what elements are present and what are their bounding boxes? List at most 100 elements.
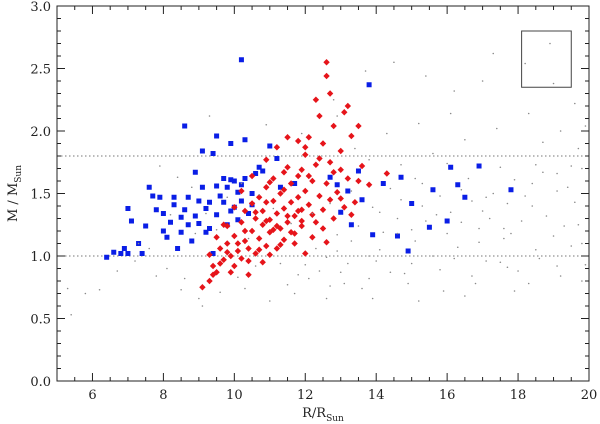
point-square	[160, 211, 166, 216]
point-square	[260, 168, 266, 174]
point-diamond	[252, 215, 259, 222]
point-square	[277, 184, 283, 190]
point-diamond	[241, 237, 249, 245]
point-diamond	[224, 249, 231, 256]
point-dot	[368, 255, 370, 257]
point-dot	[510, 232, 512, 235]
point-diamond	[263, 184, 270, 191]
point-dot	[488, 217, 491, 220]
point-diamond	[231, 262, 238, 270]
x-tick-label: 18	[510, 388, 527, 403]
point-dot	[375, 260, 378, 262]
axis-titles: R/RSun M / MSun	[6, 165, 344, 424]
point-diamond	[266, 251, 273, 258]
point-square	[171, 194, 177, 200]
point-square	[345, 188, 351, 194]
point-dot	[446, 232, 448, 235]
y-tick-label: 2.5	[30, 63, 51, 78]
point-dot	[449, 211, 452, 214]
y-tick-label: 1.0	[30, 250, 51, 265]
point-diamond	[263, 199, 270, 206]
point-square	[426, 224, 432, 230]
point-square	[182, 207, 188, 213]
point-diamond	[284, 219, 291, 226]
point-dot	[527, 112, 530, 115]
point-dot	[432, 255, 434, 257]
point-diamond	[209, 262, 217, 270]
point-diamond	[319, 206, 327, 213]
point-diamond	[341, 109, 348, 116]
point-dot	[70, 313, 72, 316]
point-square	[203, 229, 209, 235]
point-diamond	[305, 201, 313, 208]
point-dot	[499, 166, 502, 169]
point-square	[409, 201, 415, 206]
point-dot	[308, 277, 310, 280]
point-diamond	[309, 211, 316, 218]
point-dot	[176, 176, 179, 179]
point-diamond	[273, 210, 281, 217]
point-square	[231, 178, 237, 184]
point-dot	[414, 177, 417, 180]
point-dot	[329, 285, 331, 287]
point-diamond	[245, 257, 252, 265]
point-square	[203, 206, 209, 211]
point-dot	[524, 195, 526, 197]
point-diamond	[216, 245, 224, 252]
point-dot	[269, 300, 271, 302]
x-tick-label: 8	[159, 388, 167, 403]
point-diamond	[224, 222, 231, 230]
point-diamond	[273, 222, 281, 230]
point-diamond	[248, 200, 256, 207]
point-dot	[581, 242, 583, 245]
point-diamond	[355, 122, 362, 130]
point-dot	[293, 292, 296, 295]
point-square	[153, 207, 159, 213]
point-diamond	[319, 225, 327, 232]
point-dot	[361, 287, 363, 290]
x-tick-labels: 6 8 10 12 14 16 18 20	[88, 388, 597, 403]
point-dot	[478, 241, 480, 244]
point-dot	[460, 221, 463, 224]
point-dot	[485, 260, 487, 262]
point-square	[228, 177, 234, 183]
point-dot	[286, 283, 289, 286]
point-diamond	[291, 212, 298, 220]
point-diamond	[294, 207, 302, 215]
point-diamond	[302, 187, 309, 195]
point-dot	[478, 227, 480, 230]
point-dot	[439, 195, 441, 197]
point-dot	[545, 215, 548, 217]
point-diamond	[323, 239, 330, 246]
plot-frame	[56, 5, 590, 382]
point-square	[217, 193, 223, 199]
point-dot	[503, 227, 505, 230]
point-dot	[371, 206, 374, 209]
point-dot	[503, 237, 505, 240]
point-square	[394, 233, 400, 239]
point-diamond	[316, 112, 323, 120]
point-diamond	[199, 284, 206, 291]
point-dot	[453, 90, 456, 92]
x-tick-label: 14	[368, 388, 385, 403]
series-dot	[66, 42, 587, 316]
point-dot	[329, 202, 331, 205]
point-dot	[467, 177, 470, 180]
point-square	[235, 217, 241, 223]
point-dot	[201, 305, 204, 307]
point-dot	[556, 190, 558, 192]
point-diamond	[344, 175, 352, 182]
point-dot	[279, 262, 282, 265]
point-square	[235, 189, 241, 195]
point-diamond	[259, 207, 266, 215]
point-square	[214, 183, 220, 189]
point-dot	[208, 115, 211, 117]
point-dot	[439, 268, 441, 271]
point-square	[380, 181, 386, 186]
point-diamond	[326, 196, 334, 203]
point-dot	[531, 182, 534, 185]
point-square	[267, 143, 273, 149]
point-dot	[559, 275, 562, 277]
point-dot	[159, 165, 161, 167]
point-dot	[290, 222, 292, 225]
